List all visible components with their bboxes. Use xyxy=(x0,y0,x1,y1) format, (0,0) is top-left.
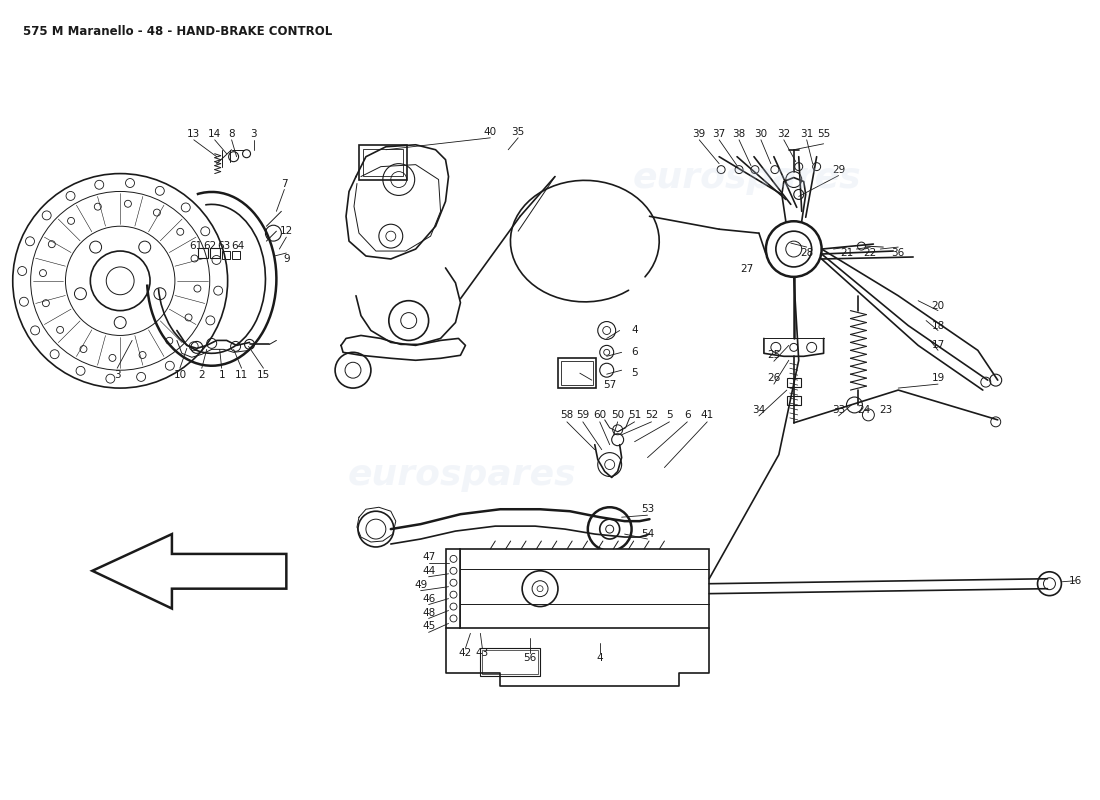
Text: 41: 41 xyxy=(701,410,714,420)
Bar xyxy=(481,648,540,676)
Text: 38: 38 xyxy=(733,129,746,139)
Text: 2: 2 xyxy=(198,370,205,380)
Text: 31: 31 xyxy=(800,129,813,139)
Bar xyxy=(198,248,208,258)
Text: 44: 44 xyxy=(422,566,436,576)
Text: 22: 22 xyxy=(864,248,877,258)
Text: eurospares: eurospares xyxy=(632,161,861,194)
Text: 57: 57 xyxy=(603,380,616,390)
Text: 7: 7 xyxy=(280,178,288,189)
Bar xyxy=(359,145,407,179)
Text: 47: 47 xyxy=(422,552,436,562)
Text: 36: 36 xyxy=(892,248,905,258)
Text: 25: 25 xyxy=(767,350,781,360)
Text: 11: 11 xyxy=(235,370,249,380)
Bar xyxy=(786,378,801,387)
Text: 24: 24 xyxy=(857,405,870,415)
Text: 46: 46 xyxy=(422,594,436,604)
Text: 43: 43 xyxy=(475,648,490,658)
Text: 30: 30 xyxy=(755,129,768,139)
Polygon shape xyxy=(92,534,286,609)
Bar xyxy=(561,362,593,385)
Text: 62: 62 xyxy=(204,241,217,251)
Text: 1: 1 xyxy=(219,370,225,380)
Text: 60: 60 xyxy=(593,410,606,420)
Text: 3: 3 xyxy=(114,370,121,380)
Text: 61: 61 xyxy=(189,241,202,251)
Text: 8: 8 xyxy=(229,129,235,139)
Text: 5: 5 xyxy=(667,410,673,420)
Text: 35: 35 xyxy=(512,127,525,137)
Text: 40: 40 xyxy=(484,127,497,137)
Text: 63: 63 xyxy=(217,241,230,251)
Text: 4: 4 xyxy=(631,326,638,335)
Text: 50: 50 xyxy=(612,410,624,420)
Text: 3: 3 xyxy=(250,129,256,139)
Text: 49: 49 xyxy=(414,580,427,590)
Text: 14: 14 xyxy=(208,129,221,139)
Text: 58: 58 xyxy=(560,410,573,420)
Text: 4: 4 xyxy=(596,653,603,663)
Text: 54: 54 xyxy=(641,529,654,539)
Text: 45: 45 xyxy=(422,622,436,631)
Bar xyxy=(446,549,461,629)
Text: 34: 34 xyxy=(752,405,766,415)
Text: 20: 20 xyxy=(932,301,945,310)
Bar xyxy=(232,251,240,259)
Text: 56: 56 xyxy=(524,653,537,663)
Bar xyxy=(786,396,801,405)
Text: 28: 28 xyxy=(800,248,813,258)
Text: 53: 53 xyxy=(641,504,654,514)
Text: 27: 27 xyxy=(740,264,754,274)
Text: 19: 19 xyxy=(932,373,945,383)
Bar xyxy=(210,248,220,258)
Text: 26: 26 xyxy=(767,373,781,383)
Text: 5: 5 xyxy=(631,368,638,378)
Text: 48: 48 xyxy=(422,607,436,618)
Text: 23: 23 xyxy=(880,405,893,415)
Text: 10: 10 xyxy=(174,370,186,380)
Text: 17: 17 xyxy=(932,340,945,350)
Text: 575 M Maranello - 48 - HAND-BRAKE CONTROL: 575 M Maranello - 48 - HAND-BRAKE CONTRO… xyxy=(23,25,332,38)
Text: 59: 59 xyxy=(576,410,590,420)
Text: 52: 52 xyxy=(645,410,658,420)
Text: 37: 37 xyxy=(713,129,726,139)
Text: eurospares: eurospares xyxy=(348,458,576,493)
Text: 51: 51 xyxy=(628,410,641,420)
Bar xyxy=(461,549,710,629)
Text: 12: 12 xyxy=(279,226,293,236)
Text: 39: 39 xyxy=(693,129,706,139)
Text: 55: 55 xyxy=(817,129,830,139)
Text: 32: 32 xyxy=(778,129,791,139)
Text: 42: 42 xyxy=(459,648,472,658)
Bar xyxy=(558,358,596,388)
Text: 6: 6 xyxy=(631,347,638,358)
Bar xyxy=(363,149,403,175)
Text: 33: 33 xyxy=(832,405,845,415)
Text: 6: 6 xyxy=(684,410,691,420)
Text: 9: 9 xyxy=(283,254,289,264)
Text: 64: 64 xyxy=(231,241,244,251)
Bar xyxy=(482,650,538,674)
Text: 29: 29 xyxy=(832,165,845,174)
Text: 13: 13 xyxy=(187,129,200,139)
Text: 18: 18 xyxy=(932,321,945,330)
Text: 15: 15 xyxy=(256,370,271,380)
Bar xyxy=(222,251,230,259)
Text: 21: 21 xyxy=(840,248,854,258)
Text: 16: 16 xyxy=(1069,576,1082,586)
